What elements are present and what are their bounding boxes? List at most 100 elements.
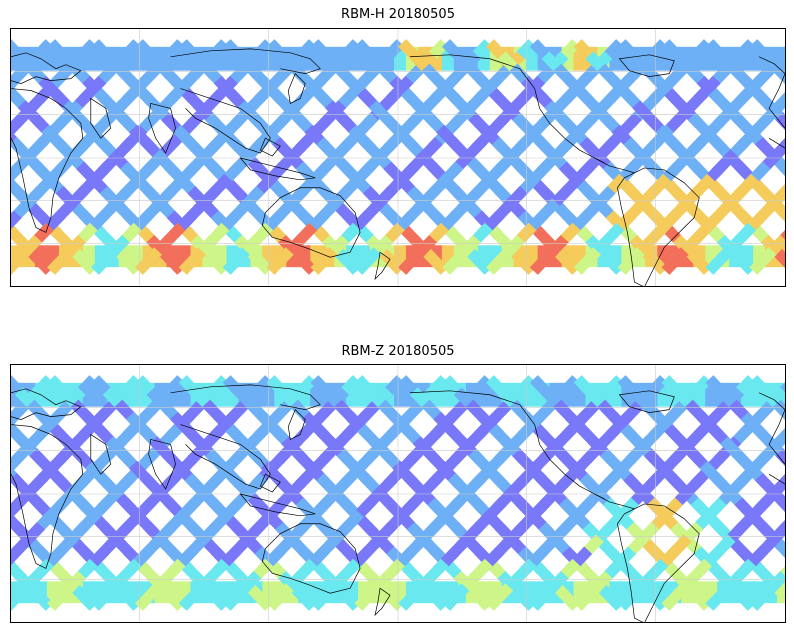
swath-segment [596,583,625,611]
swath-segment [158,583,186,611]
coastline-path [90,433,112,475]
swath-segment [266,247,294,275]
coastline-path [239,157,316,181]
swath-segment [769,198,785,222]
swath-segment [705,583,733,611]
swath-segment [26,583,54,611]
graticule [11,365,785,622]
swath-segment [158,247,186,275]
swath-segment [91,247,119,275]
coastline-path [758,392,785,465]
swath-segment [772,583,785,604]
swath-segment [310,247,338,275]
swath-segment [310,583,338,611]
coastline-path [259,473,281,493]
coastline-path [261,523,361,594]
swath-segment [222,583,250,611]
coastline-path [409,54,605,164]
swath-segment [91,583,119,611]
swath-segment [333,247,361,275]
swath-segment [178,247,206,275]
coastline-path [261,187,361,258]
swath-segment [114,583,142,611]
swath-segment [289,247,317,275]
swath-segment [596,247,625,275]
swath-segment [201,583,230,611]
coastline-path [617,167,700,286]
coastline-path [90,97,112,139]
swath-segment [769,534,785,558]
swath-segment [749,583,777,611]
swath-segment [421,583,449,611]
coastline-path [594,493,635,510]
swath-segment [465,247,493,275]
satellite-swaths [11,375,785,611]
coastline-path [374,587,391,617]
swath-segment [398,583,426,611]
swath-segment [201,247,230,275]
swath-segment [70,247,98,275]
coastline-path [617,503,700,622]
panel-title-rbm-z: RBM-Z 20180505 [341,344,455,359]
coastline-path [618,54,675,77]
swath-segment [553,247,581,275]
coastline-path [594,157,635,174]
swath-segment [47,583,75,611]
coastline-path [11,424,84,569]
swath-segment [289,583,317,611]
coastline-path [259,137,281,157]
swath-segment [705,247,733,275]
coastline-path [11,388,82,420]
swath-segment [573,247,601,275]
swath-segment [11,112,28,138]
swath-segment [354,247,382,275]
coastlines [11,384,785,622]
coastline-path [239,493,316,517]
coastline-path [11,52,82,84]
swath-map-rbm-z [11,365,785,622]
swath-segment [11,210,22,230]
map-panel-rbm-z [10,364,786,623]
coastline-path [768,137,785,149]
swath-segment [11,448,28,474]
swath-segment [178,583,206,611]
swath-map-rbm-h [11,29,785,286]
coastline-path [180,88,271,154]
map-panel-rbm-h [10,28,786,287]
coastline-path [409,390,605,500]
swath-segment [442,583,470,611]
swath-segment [772,399,785,421]
swath-segment [134,583,163,611]
swath-segment [11,546,22,566]
swath-segment [529,583,558,611]
coastline-path [148,438,176,490]
swath-segment [573,583,601,611]
swath-segment [333,583,361,611]
swath-segment [485,583,514,611]
panel-title-rbm-h: RBM-H 20180505 [341,7,455,22]
swath-segment [47,247,75,275]
swath-segment [421,247,449,275]
coastline-path [287,409,306,440]
coastline-path [618,390,675,413]
swath-segment [728,247,756,275]
swath-segment [70,583,98,611]
swath-segment [684,247,712,275]
swath-segment [114,247,142,275]
coastline-path [180,424,271,490]
swath-segment [617,583,645,611]
swath-segment [661,247,689,275]
swath-segment [772,247,785,268]
swath-segment [640,247,668,275]
coastline-path [768,473,785,485]
swath-segment [11,497,25,520]
swath-segment [245,247,273,275]
swath-segment [26,247,54,275]
swath-segment [11,247,31,275]
swath-segment [485,247,514,275]
graticule [11,29,785,286]
swath-segment [553,583,581,611]
swath-segment [398,247,426,275]
coastlines [11,48,785,286]
swath-segment [266,583,294,611]
